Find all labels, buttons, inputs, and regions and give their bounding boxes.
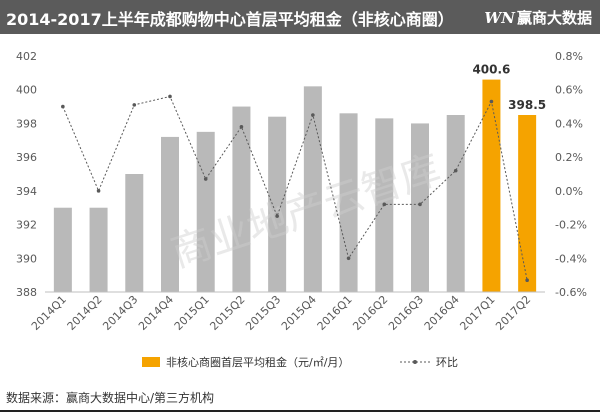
x-tick-label: 2017Q2 (493, 293, 533, 333)
footer-divider (0, 410, 600, 412)
x-tick-label: 2015Q3 (243, 293, 283, 333)
brand-mark: WN (484, 9, 515, 27)
line-point (96, 189, 101, 193)
brand-text: 赢商大数据 (516, 9, 592, 27)
bar (161, 136, 179, 292)
bar (268, 116, 287, 292)
line-point (311, 113, 315, 117)
x-tick-label: 2015Q4 (279, 293, 319, 333)
y-left-tick-label: 396 (16, 151, 37, 164)
line-point (418, 202, 422, 207)
legend-line-label: 环比 (436, 356, 458, 369)
bar (232, 106, 251, 292)
y-left-tick-label: 394 (16, 185, 37, 198)
y-right-tick-label: -0.2% (555, 219, 587, 232)
y-left-tick-label: 398 (16, 117, 37, 130)
data-label: 400.6 (472, 63, 510, 77)
line-point (168, 94, 172, 99)
y-left-tick-label: 390 (16, 252, 37, 265)
legend-bar-label: 非核心商圈首层平均租金（元/㎡/月） (166, 355, 349, 369)
x-tick-label: 2014Q4 (136, 293, 176, 333)
source-note: 数据来源：赢商大数据中心/第三方机构 (6, 391, 215, 405)
x-tick-label: 2015Q2 (207, 293, 247, 333)
line-point (275, 214, 279, 218)
y-right-tick-label: 0.0% (555, 185, 583, 198)
line-point (61, 104, 65, 109)
line-point (132, 103, 137, 107)
line-point (203, 177, 208, 181)
legend-line-marker (413, 360, 417, 364)
brand-logo: WN 赢商大数据 (484, 7, 592, 28)
x-tick-label: 2016Q3 (386, 293, 426, 333)
data-label: 398.5 (508, 98, 546, 112)
bar (482, 79, 501, 292)
x-tick-label: 2016Q4 (422, 293, 462, 333)
x-tick-label: 2016Q2 (350, 293, 390, 333)
bar (89, 207, 108, 292)
x-tick-label: 2014Q2 (65, 293, 105, 333)
line-point (525, 278, 529, 282)
y-right-tick-label: 0.4% (555, 117, 583, 130)
y-right-tick-label: 0.8% (555, 50, 583, 63)
y-right-tick-label: 0.2% (555, 151, 583, 164)
line-point (489, 99, 494, 104)
chart-legend: 非核心商圈首层平均租金（元/㎡/月） 环比 (142, 355, 458, 369)
y-right-tick-label: -0.6% (555, 286, 587, 299)
y-left-tick-label: 400 (16, 84, 37, 97)
chart-header: 2014-2017上半年成都购物中心首层平均租金（非核心商圈） WN 赢商大数据 (0, 0, 600, 34)
line-point (239, 125, 244, 129)
bar (303, 86, 322, 292)
y-right-tick-label: -0.4% (555, 252, 587, 265)
line-point (453, 168, 458, 173)
bar-series: 400.6 398.5 (53, 63, 546, 292)
x-tick-label: 2014Q3 (100, 293, 140, 333)
chart-title: 2014-2017上半年成都购物中心首层平均租金（非核心商圈） (6, 10, 454, 29)
bar (518, 115, 537, 292)
bar (339, 113, 358, 292)
x-tick-label: 2016Q1 (315, 293, 355, 333)
line-series (61, 94, 529, 282)
y-left-tick-label: 392 (16, 219, 37, 232)
line-point (382, 202, 387, 207)
y-right-tick-label: 0.6% (555, 84, 583, 97)
bar (446, 115, 465, 292)
x-tick-label: 2017Q1 (457, 293, 497, 333)
bar (196, 131, 215, 292)
line-point (346, 256, 351, 261)
bar (53, 207, 72, 292)
line-path (62, 95, 528, 281)
bar (411, 123, 429, 292)
x-tick-label: 2015Q1 (172, 293, 212, 333)
legend-bar-swatch (142, 357, 160, 367)
y-left-tick-label: 402 (16, 50, 37, 63)
bar (125, 174, 144, 292)
y-left-tick-label: 388 (16, 286, 37, 299)
